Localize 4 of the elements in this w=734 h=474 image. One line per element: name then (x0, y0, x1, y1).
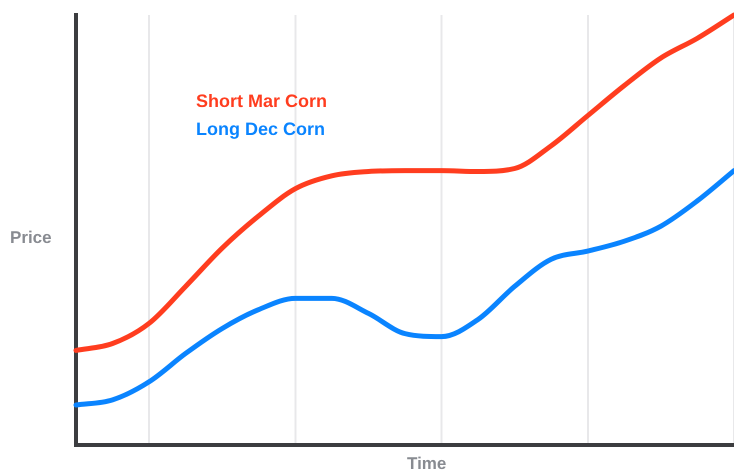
y-axis-title: Price (10, 228, 52, 248)
text: Long Dec Corn (196, 118, 326, 141)
x-axis-title: Time (407, 454, 446, 474)
text: Short Mar Corn (196, 90, 328, 113)
